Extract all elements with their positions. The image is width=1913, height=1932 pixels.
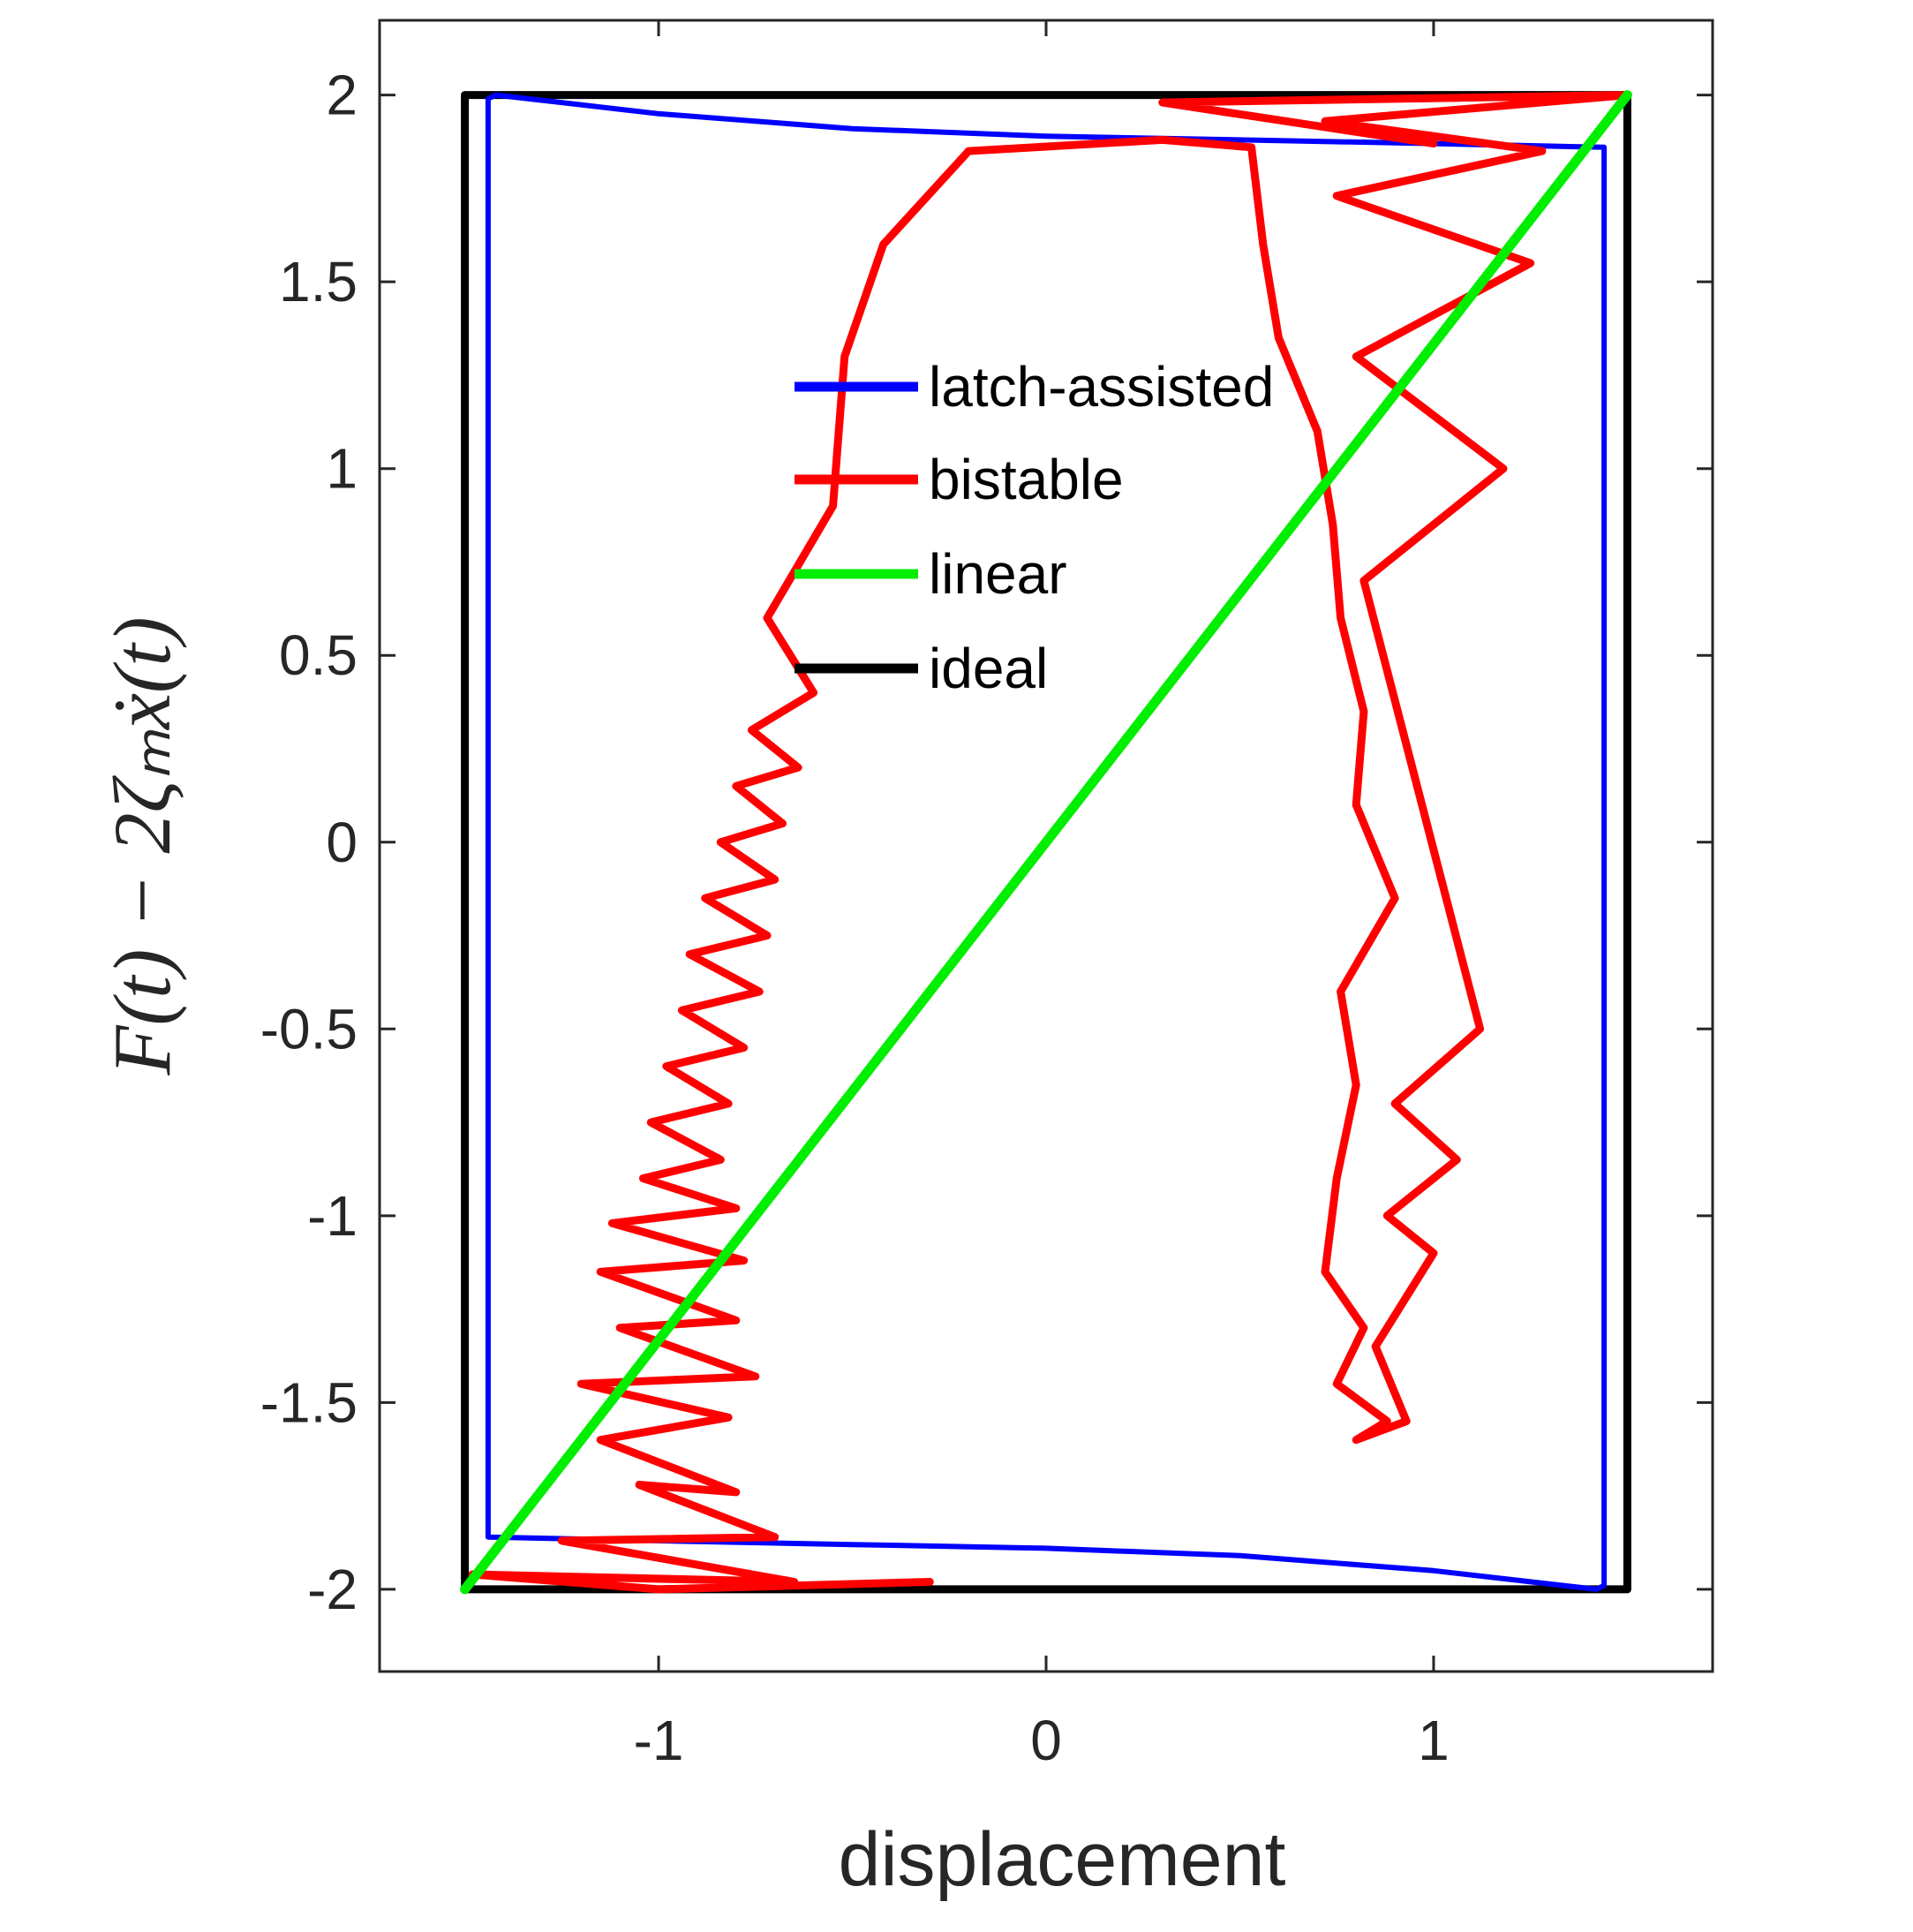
legend-label-ideal: ideal [929, 637, 1048, 700]
y-tick-label: 2 [326, 64, 358, 127]
ticks-layer: -1 0 1 -2 -1.5 -1 -0.5 0 0.5 1 1.5 2 [260, 20, 1713, 1772]
y-tick-label: -0.5 [260, 997, 358, 1060]
legend: latch-assisted bistable linear ideal [795, 355, 1274, 700]
y-tick-label: -1.5 [260, 1370, 358, 1434]
series-linear-line [460, 90, 1632, 1595]
x-tick-label: 0 [1030, 1709, 1062, 1772]
series-layer [460, 90, 1632, 1595]
x-tick-label: -1 [634, 1709, 684, 1772]
series-bistable-line [468, 91, 1631, 1594]
y-tick-label: 0 [326, 811, 358, 874]
legend-label-linear: linear [929, 542, 1067, 606]
y-tick-label: -1 [307, 1184, 358, 1248]
y-axis-label: F(t) − 2ζₘẋ(t) [97, 616, 187, 1075]
series-latch-assisted-line [485, 92, 1608, 1592]
legend-label-latch-assisted: latch-assisted [929, 355, 1274, 419]
y-tick-label: 1.5 [279, 250, 358, 313]
y-tick-label: -2 [307, 1558, 358, 1621]
series-ideal-line [461, 91, 1631, 1594]
y-tick-label: 1 [326, 437, 358, 501]
x-tick-label: 1 [1418, 1709, 1450, 1772]
x-axis-label: displacement [839, 1817, 1286, 1902]
y-tick-label: 0.5 [279, 623, 358, 687]
legend-label-bistable: bistable [929, 448, 1124, 511]
